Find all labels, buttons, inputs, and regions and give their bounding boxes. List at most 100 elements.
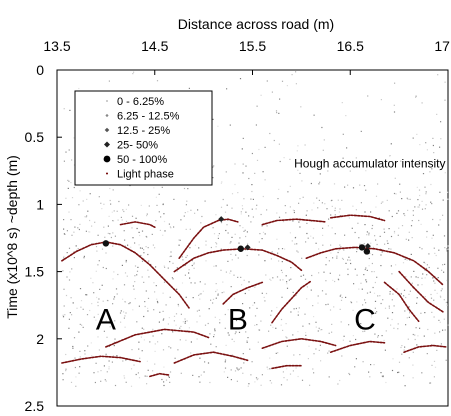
noise-dot <box>181 314 182 315</box>
noise-dot <box>178 305 179 306</box>
noise-dot <box>225 361 226 362</box>
noise-dot <box>425 296 426 297</box>
noise-dot <box>163 204 164 205</box>
noise-dot <box>343 134 344 135</box>
noise-dot <box>338 279 339 280</box>
noise-dot <box>311 183 312 184</box>
noise-dot <box>392 216 393 217</box>
noise-dot <box>422 273 423 274</box>
noise-dot <box>152 234 153 235</box>
noise-dot <box>216 346 217 347</box>
noise-dot <box>293 292 294 293</box>
noise-dot <box>139 377 140 378</box>
noise-dot <box>189 278 190 279</box>
noise-dot <box>124 318 125 319</box>
noise-dot <box>223 292 224 293</box>
noise-dot <box>332 227 333 228</box>
noise-dot <box>198 295 199 296</box>
noise-dot <box>282 248 283 249</box>
noise-dot <box>210 300 211 301</box>
noise-dot <box>193 297 194 298</box>
noise-dot <box>414 206 415 207</box>
noise-dot <box>252 153 253 154</box>
noise-dot <box>341 300 342 301</box>
noise-dot <box>93 292 94 293</box>
noise-dot <box>145 306 146 307</box>
noise-dot <box>205 244 206 245</box>
noise-dot <box>262 293 263 294</box>
noise-dot <box>122 299 123 300</box>
noise-dot <box>219 322 220 323</box>
noise-dot <box>280 279 281 280</box>
noise-dot <box>130 247 131 248</box>
noise-dot <box>63 379 64 380</box>
noise-dot <box>349 217 350 218</box>
noise-dot <box>433 152 434 153</box>
noise-dot <box>131 349 132 350</box>
peak-marker-circle <box>238 246 244 252</box>
noise-dot <box>169 317 170 318</box>
noise-dot <box>413 215 414 216</box>
noise-dot <box>247 337 248 338</box>
peak-marker-diamond <box>218 216 224 222</box>
noise-dot <box>231 369 232 370</box>
noise-dot <box>216 283 217 284</box>
noise-dot <box>341 355 342 356</box>
noise-dot <box>270 280 271 281</box>
noise-dot <box>170 226 171 227</box>
noise-dot <box>178 304 179 305</box>
noise-dot <box>355 232 356 233</box>
noise-dot <box>213 336 214 337</box>
noise-dot <box>407 259 408 260</box>
noise-dot <box>143 329 144 330</box>
noise-dot <box>249 349 250 350</box>
noise-dot <box>426 274 427 275</box>
noise-dot <box>364 243 365 244</box>
noise-dot <box>391 273 392 274</box>
noise-dot <box>403 262 404 263</box>
noise-dot <box>417 187 418 188</box>
noise-dot <box>319 350 320 351</box>
noise-dot <box>376 277 377 278</box>
noise-dot <box>292 334 293 335</box>
noise-dot <box>306 298 307 299</box>
noise-dot <box>313 203 314 204</box>
noise-dot <box>388 248 389 249</box>
noise-dot <box>389 228 390 229</box>
noise-dot <box>290 267 291 268</box>
noise-dot <box>391 236 392 237</box>
noise-dot <box>146 290 147 291</box>
noise-dot <box>217 295 218 296</box>
noise-dot <box>298 252 299 253</box>
noise-dot <box>170 251 171 252</box>
noise-dot <box>287 191 288 192</box>
noise-dot <box>81 325 82 326</box>
noise-dot <box>243 362 244 363</box>
noise-dot <box>326 208 327 209</box>
noise-dot <box>100 203 101 204</box>
noise-dot <box>313 228 314 229</box>
noise-dot <box>250 221 251 222</box>
noise-dot <box>78 204 79 205</box>
noise-dot <box>447 280 448 281</box>
noise-dot <box>405 297 406 298</box>
noise-dot <box>159 312 160 313</box>
noise-dot <box>447 305 448 306</box>
noise-dot <box>417 297 418 298</box>
noise-dot <box>442 215 443 216</box>
noise-dot <box>226 345 227 346</box>
noise-dot <box>375 301 376 302</box>
noise-dot <box>444 100 445 101</box>
noise-dot <box>221 181 222 182</box>
noise-dot <box>163 320 164 321</box>
noise-dot <box>199 294 200 295</box>
noise-dot <box>371 271 372 272</box>
noise-dot <box>98 298 99 299</box>
noise-dot <box>251 191 252 192</box>
noise-dot <box>139 244 140 245</box>
noise-dot <box>145 376 146 377</box>
noise-dot <box>199 316 200 317</box>
noise-dot <box>443 272 444 273</box>
peak-marker-circle <box>103 240 109 246</box>
noise-dot <box>391 143 392 144</box>
